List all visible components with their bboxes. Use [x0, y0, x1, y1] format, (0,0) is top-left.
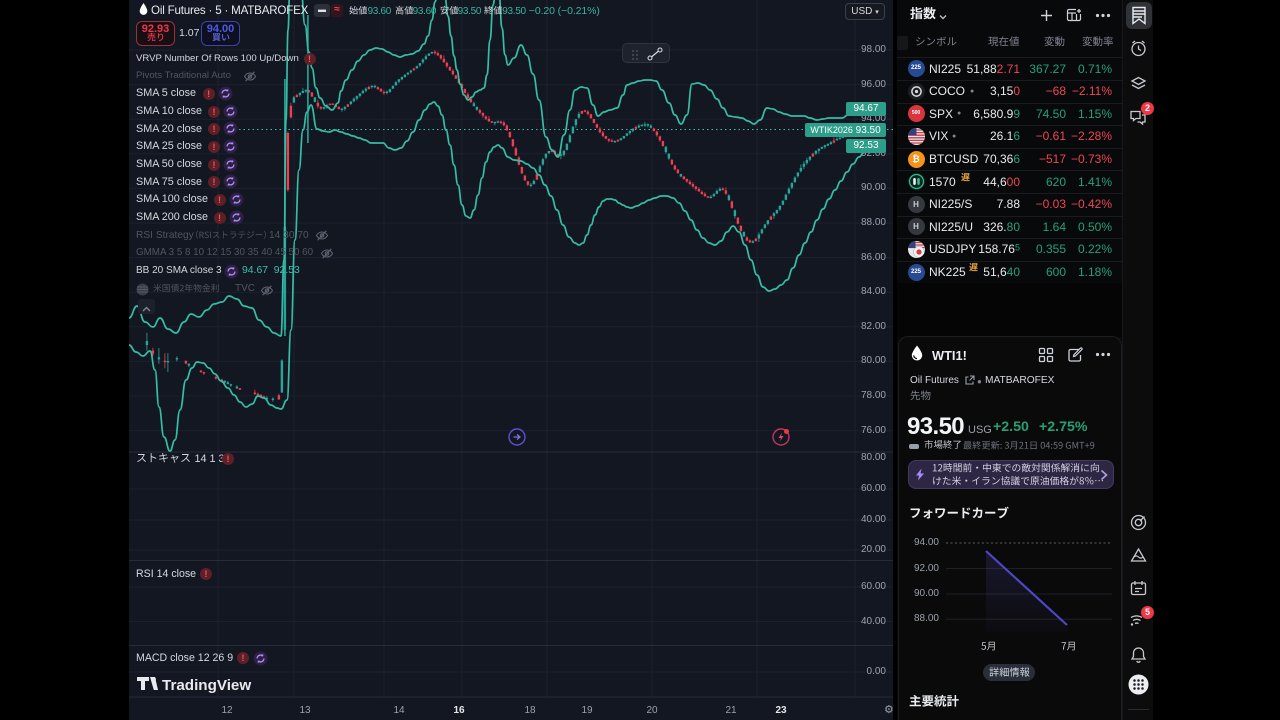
- svg-text:TradingView: TradingView: [162, 677, 251, 694]
